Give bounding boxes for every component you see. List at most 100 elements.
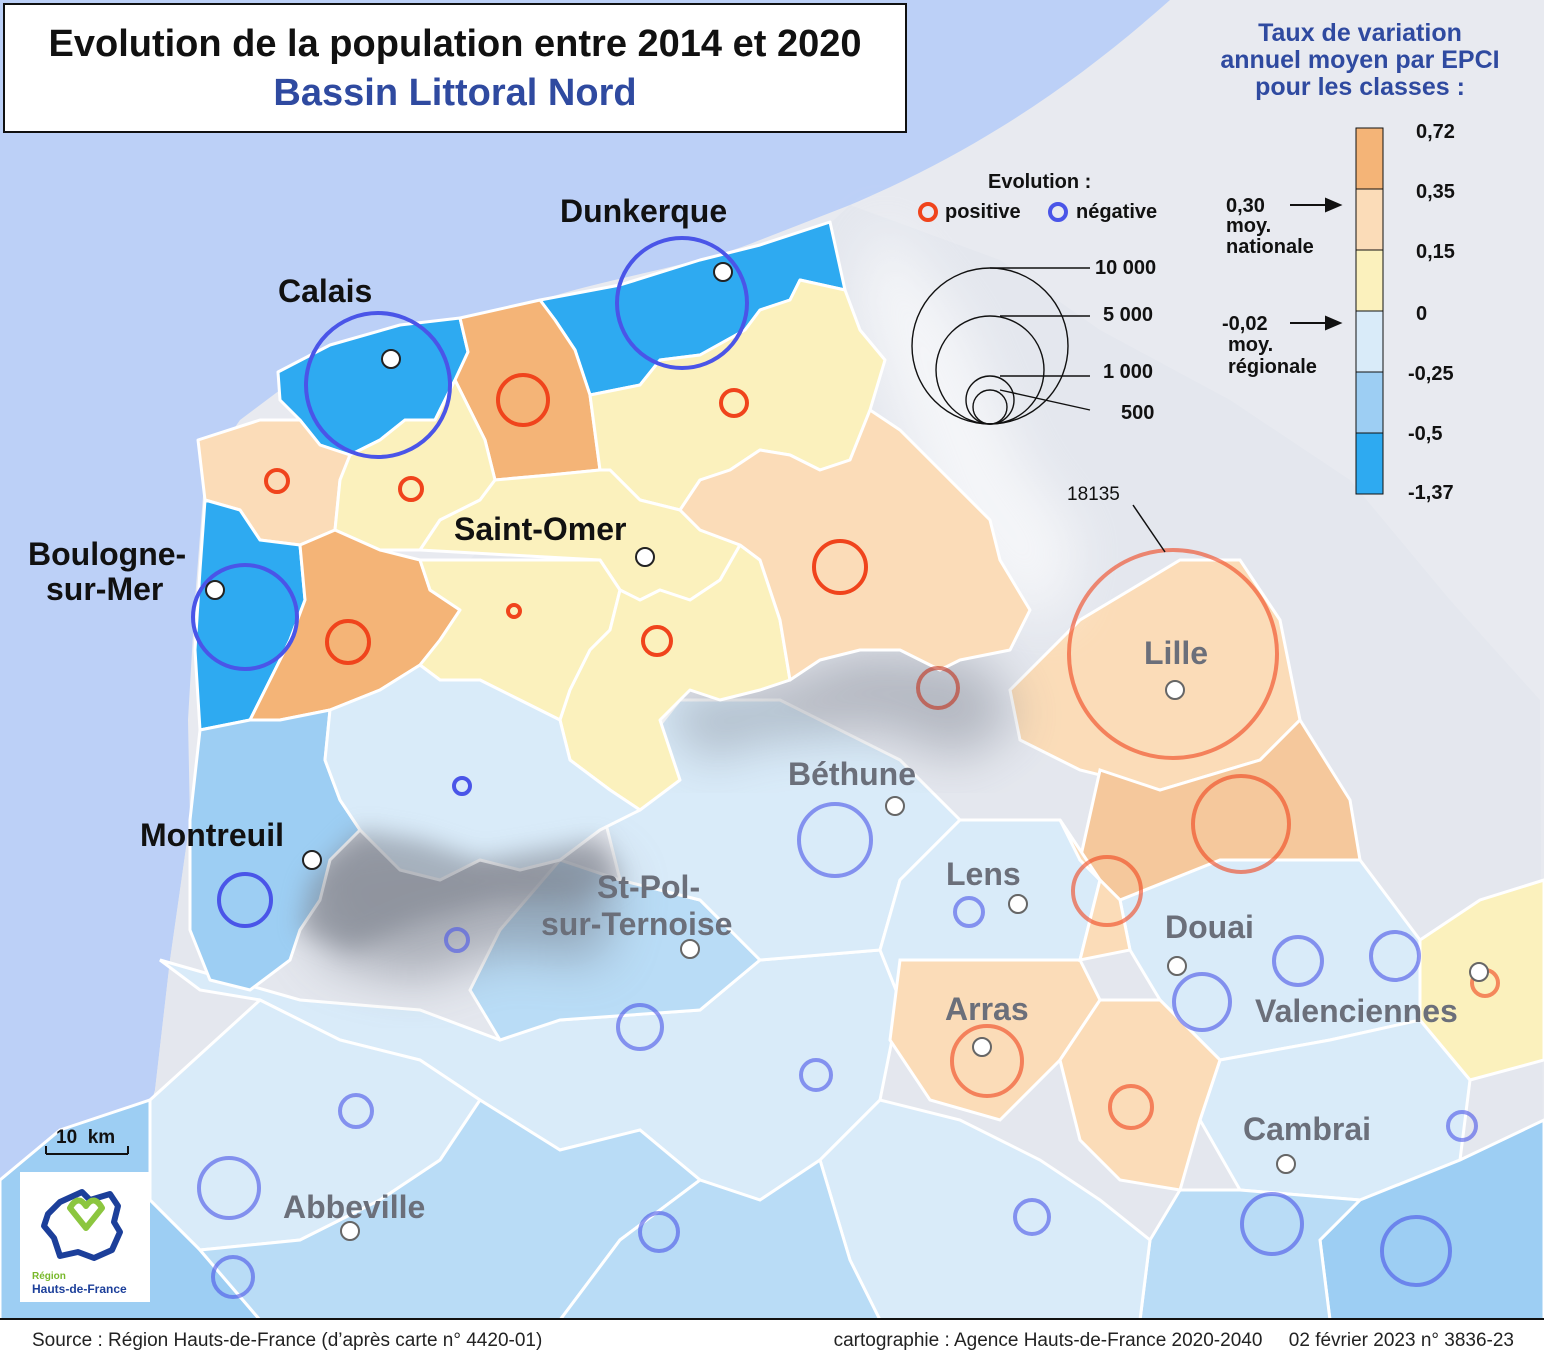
max-value-leader	[1132, 504, 1166, 553]
legend-break-0: 0	[1416, 303, 1427, 325]
label-bethune: Béthune	[788, 756, 916, 792]
legend-size-500: 500	[1121, 402, 1154, 424]
circle-cambrai	[1240, 1192, 1304, 1256]
label-valenciennes: Valenciennes	[1255, 993, 1458, 1029]
circle-orange-ca	[496, 373, 550, 427]
label-saint-omer: Saint-Omer	[454, 511, 626, 547]
circle-carvin	[1071, 855, 1143, 927]
legend-evolution-title: Evolution :	[988, 171, 1091, 193]
label-boulogne-2: sur-Mer	[46, 571, 163, 607]
relief-shadow-2	[660, 650, 1020, 760]
legend-title: Taux de variation annuel moyen par EPCI …	[1190, 20, 1530, 101]
legend-title-line-2: annuel moyen par EPCI	[1220, 46, 1500, 74]
circle-douai	[1172, 972, 1232, 1032]
label-cambrai: Cambrai	[1243, 1111, 1371, 1147]
circle-hesdin	[452, 776, 472, 796]
circle-valenciennes-w	[1272, 935, 1324, 987]
legend-max-value: 18135	[1067, 484, 1120, 505]
legend-color-bar	[1355, 127, 1384, 495]
title-box: Evolution de la population entre 2014 et…	[3, 3, 907, 133]
sea	[0, 0, 1170, 1220]
circle-cambrai-e	[1446, 1110, 1478, 1142]
legend-break-m137: -1,37	[1408, 482, 1454, 504]
symbols-outside	[197, 548, 1500, 1299]
label-stpol-1: St-Pol-	[597, 869, 700, 905]
legend-class-swatch	[1355, 188, 1384, 251]
circle-desvres	[264, 468, 290, 494]
circle-baie-somme	[197, 1156, 261, 1220]
region-logo: Région Hauts-de-France	[20, 1172, 150, 1302]
footer-source: Source : Région Hauts-de-France (d’après…	[32, 1330, 543, 1351]
symbols-study-area	[191, 236, 868, 928]
legend-break-035: 0,35	[1416, 181, 1455, 203]
label-calais: Calais	[278, 273, 372, 309]
legend-break-072: 0,72	[1416, 121, 1455, 143]
map-title: Evolution de la population entre 2014 et…	[48, 23, 862, 65]
circle-campagne	[799, 1058, 833, 1092]
circle-lille-e	[1191, 774, 1291, 874]
legend-regional-value: -0,02	[1222, 313, 1268, 335]
legend-title-line-1: Taux de variation	[1258, 19, 1462, 47]
circle-lille	[1067, 548, 1279, 760]
circle-bapaume	[1013, 1198, 1051, 1236]
legend-regional-label-2: régionale	[1228, 356, 1317, 378]
circle-lys	[916, 666, 960, 710]
label-abbeville: Abbeville	[283, 1189, 425, 1225]
circle-calais	[304, 311, 452, 459]
legend-title-line-3: pour les classes :	[1255, 73, 1465, 101]
circle-lens	[953, 896, 985, 928]
legend-class-swatch	[1355, 432, 1384, 495]
legend-break-m025: -0,25	[1408, 363, 1454, 385]
legend-national-label-1: moy.	[1226, 215, 1271, 237]
scale-bar	[45, 1146, 129, 1155]
circle-boulogne	[191, 563, 299, 671]
legend-negative-circle	[1048, 202, 1068, 222]
circle-osartis	[1108, 1084, 1154, 1130]
circle-bethune	[797, 802, 873, 878]
circle-aire	[641, 625, 673, 657]
circle-arras	[950, 1024, 1024, 1098]
circle-ternois	[616, 1003, 664, 1051]
circle-cambrai-se	[1380, 1215, 1452, 1287]
circle-valenciennes	[1369, 930, 1421, 982]
legend-class-swatch	[1355, 249, 1384, 312]
legend-national-value: 0,30	[1226, 195, 1265, 217]
label-arras: Arras	[945, 991, 1029, 1027]
sea-bay	[0, 140, 120, 210]
logo-line-2: Hauts-de-France	[32, 1282, 127, 1296]
circle-flandre-int	[719, 388, 749, 418]
circle-flandre-lys	[812, 539, 868, 595]
label-lens: Lens	[946, 856, 1021, 892]
legend-regional-label-1: moy.	[1228, 334, 1273, 356]
legend-break-015: 0,15	[1416, 241, 1455, 263]
size-legend	[911, 267, 1091, 425]
city-dots-outside	[340, 680, 1489, 1241]
circle-vimeu	[211, 1255, 255, 1299]
circle-ternois-n	[444, 927, 470, 953]
label-boulogne-1: Boulogne-	[28, 536, 186, 572]
footer: Source : Région Hauts-de-France (d’après…	[0, 1318, 1544, 1364]
label-dunkerque: Dunkerque	[560, 193, 727, 229]
legend-size-10000: 10 000	[1095, 257, 1156, 279]
city-dots	[205, 262, 733, 870]
circle-boulogne-south	[325, 619, 371, 665]
legend-class-swatch	[1355, 371, 1384, 434]
relief-shadow-4	[300, 830, 620, 950]
legend-break-m05: -0,5	[1408, 423, 1442, 445]
map-subtitle: Bassin Littoral Nord	[273, 72, 637, 114]
legend-arrows	[1290, 197, 1343, 331]
label-stpol-2: sur-Ternoise	[541, 906, 732, 942]
legend-negative-label: négative	[1076, 201, 1157, 223]
circle-lumbres	[398, 476, 424, 502]
legend-national-label-2: nationale	[1226, 236, 1314, 258]
france-logo-icon	[41, 1189, 123, 1261]
legend-size-1000: 1 000	[1103, 361, 1153, 383]
circle-doullens	[638, 1211, 680, 1253]
logo-line-1: Région	[32, 1271, 66, 1282]
scale-label: 10 km	[56, 1127, 115, 1148]
study-area-epci	[188, 220, 1032, 992]
label-lille: Lille	[1144, 635, 1208, 671]
legend-class-swatch	[1355, 127, 1384, 190]
